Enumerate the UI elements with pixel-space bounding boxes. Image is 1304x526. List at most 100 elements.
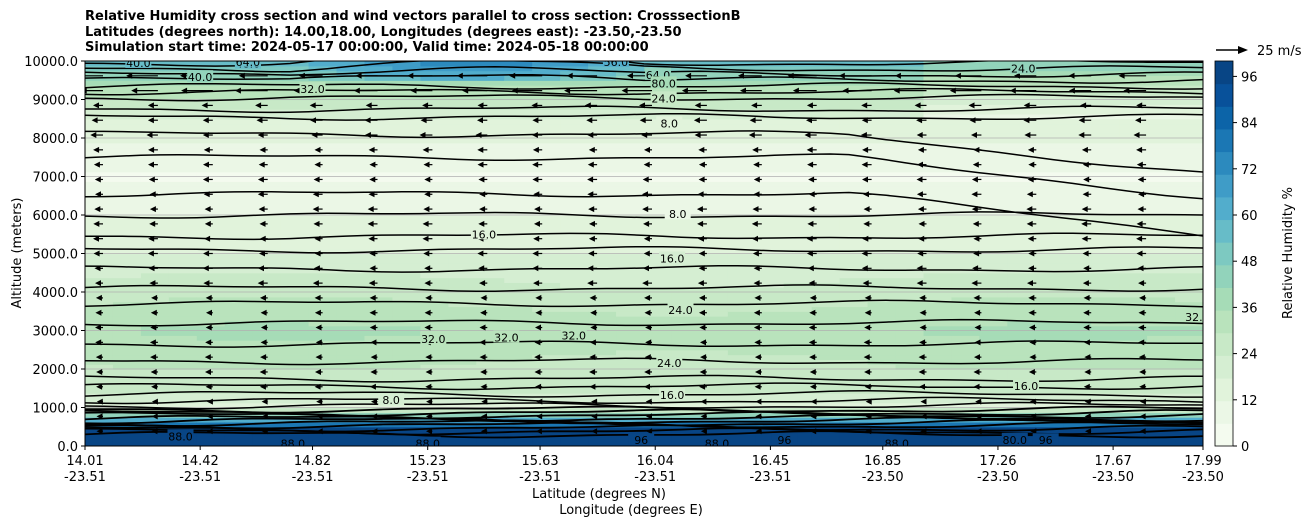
humidity-cell — [1035, 340, 1064, 346]
humidity-cell — [923, 354, 953, 360]
humidity-cell — [224, 219, 254, 226]
humidity-cell — [168, 253, 198, 259]
humidity-cell — [112, 253, 142, 259]
humidity-cell — [140, 378, 170, 385]
humidity-cell — [727, 123, 757, 129]
humidity-cell — [671, 373, 701, 380]
humidity-cell — [280, 138, 310, 144]
humidity-cell — [1091, 157, 1120, 163]
humidity-cell — [923, 369, 953, 375]
humidity-cell — [588, 436, 617, 442]
humidity-cell — [1147, 272, 1176, 279]
contour-label-bg — [628, 433, 655, 446]
humidity-cell — [1175, 229, 1203, 235]
wind-vector-head — [1026, 191, 1033, 198]
x-tick-label-lon: -23.50 — [977, 470, 1019, 485]
humidity-cell — [671, 397, 701, 404]
wind-vector-head — [423, 250, 430, 257]
humidity-cell — [1035, 186, 1064, 192]
humidity-cell — [671, 354, 701, 360]
humidity-cell — [364, 292, 394, 298]
wind-vector-head — [259, 146, 266, 153]
humidity-cell — [699, 306, 729, 312]
humidity-cell — [224, 229, 254, 235]
humidity-cell — [1147, 383, 1176, 389]
humidity-cell — [895, 335, 925, 341]
humidity-cell — [252, 215, 282, 221]
wind-vector-head — [260, 309, 267, 316]
humidity-cell — [364, 364, 394, 370]
humidity-cell — [140, 421, 170, 428]
humidity-cell — [392, 205, 421, 211]
humidity-cell — [504, 272, 533, 279]
humidity-cell — [727, 383, 757, 389]
humidity-cell — [252, 243, 282, 250]
humidity-cell — [1035, 243, 1064, 250]
humidity-cell — [1063, 229, 1092, 235]
contour-label: 96 — [777, 434, 791, 447]
y-tick-label: 2000.0 — [33, 363, 79, 378]
wind-vector-head — [587, 280, 594, 287]
humidity-cell — [308, 340, 338, 346]
humidity-cell — [811, 344, 841, 351]
humidity-cell — [979, 296, 1008, 303]
humidity-cell — [1063, 258, 1092, 264]
wind-vector-head — [699, 383, 706, 390]
wind-vector-head — [93, 250, 100, 257]
humidity-cell — [811, 70, 841, 77]
humidity-cell — [783, 436, 813, 442]
humidity-cell — [336, 431, 366, 437]
humidity-cell — [616, 364, 645, 370]
wind-vector-head — [410, 87, 417, 94]
humidity-cell — [112, 210, 142, 216]
humidity-cell — [224, 402, 254, 409]
humidity-cell — [811, 142, 841, 149]
wind-vector-head — [259, 235, 266, 242]
humidity-cell — [1091, 152, 1120, 158]
humidity-cell — [560, 426, 589, 433]
humidity-cell — [392, 200, 421, 206]
humidity-cell — [280, 176, 310, 182]
humidity-cell — [979, 369, 1008, 375]
humidity-cell — [588, 373, 617, 380]
humidity-cell — [839, 157, 869, 163]
humidity-cell — [951, 80, 980, 86]
humidity-cell — [895, 147, 925, 154]
humidity-cell — [392, 152, 421, 158]
humidity-cell — [224, 215, 254, 221]
humidity-cell — [755, 200, 785, 206]
humidity-cell — [1147, 123, 1176, 129]
humidity-cell — [671, 195, 701, 202]
humidity-cell — [224, 186, 254, 192]
wind-vector-head — [202, 265, 209, 272]
humidity-cell — [336, 171, 366, 178]
humidity-cell — [448, 272, 477, 279]
humidity-cell — [420, 200, 449, 206]
wind-vector-head — [260, 339, 267, 346]
humidity-cell — [727, 157, 757, 163]
humidity-cell — [1007, 393, 1036, 399]
humidity-cell — [448, 215, 477, 221]
humidity-cell — [420, 397, 449, 404]
humidity-cell — [392, 61, 421, 67]
humidity-cell — [1175, 436, 1203, 442]
humidity-cell — [923, 320, 953, 327]
humidity-cell — [140, 200, 170, 206]
humidity-cell — [1063, 393, 1092, 399]
humidity-cell — [448, 65, 477, 72]
wind-vector-head — [1028, 294, 1035, 301]
humidity-cell — [420, 94, 449, 101]
humidity-cell — [560, 195, 589, 202]
humidity-cell — [1147, 431, 1176, 437]
humidity-cell — [1035, 402, 1064, 409]
wind-vector-head — [974, 324, 981, 331]
humidity-cell — [85, 320, 114, 327]
humidity-cell — [923, 325, 953, 332]
humidity-cell — [588, 296, 617, 303]
humidity-cell — [308, 359, 338, 365]
humidity-cell — [1007, 190, 1036, 197]
wind-vector-head — [261, 428, 268, 435]
humidity-cell — [224, 181, 254, 187]
humidity-cell — [616, 229, 645, 235]
humidity-cell — [867, 152, 897, 158]
